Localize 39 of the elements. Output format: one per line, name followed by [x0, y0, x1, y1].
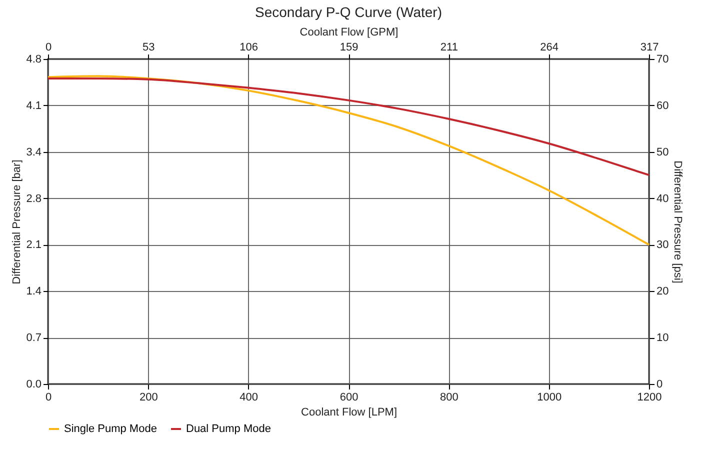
line-series: [47, 78, 650, 176]
x2-axis-title: Coolant Flow [GPM]: [300, 26, 398, 38]
y-axis-title: Differential Pressure [bar]: [11, 160, 24, 284]
line-series: [47, 75, 650, 246]
legend-label: Single Pump Mode: [64, 423, 157, 435]
y2-tick-label: 10: [656, 332, 669, 344]
x2-tick-label: 106: [240, 42, 258, 54]
legend-label: Dual Pump Mode: [186, 423, 271, 435]
x-tick-label: 0: [45, 392, 52, 404]
y-tick-label: 0.0: [26, 378, 42, 390]
x2-tick-label: 264: [540, 42, 559, 54]
y-tick-label: 0.7: [26, 332, 42, 344]
y2-tick-label: 0: [656, 378, 663, 390]
y-tick-label: 2.1: [26, 239, 42, 252]
y-tick-label: 4.1: [26, 100, 42, 112]
x-tick-label: 200: [139, 392, 158, 404]
x-tick-label: 400: [240, 392, 258, 404]
y2-axis-title: Differential Pressure [psi]: [672, 160, 684, 284]
x-tick-label: 600: [340, 392, 358, 404]
y-tick-label: 3.4: [26, 146, 42, 158]
x2-tick-label: 159: [340, 42, 358, 54]
y2-tick-label: 30: [656, 239, 669, 252]
y2-tick-label: 50: [656, 146, 669, 158]
x2-tick-label: 53: [142, 42, 155, 54]
y2-tick-label: 60: [656, 100, 669, 112]
x-tick-label: 1200: [637, 392, 662, 404]
y-tick-label: 1.4: [26, 286, 42, 298]
y2-tick-label: 20: [656, 286, 669, 298]
y2-tick-label: 40: [656, 192, 669, 205]
x-axis-title: Coolant Flow [LPM]: [301, 406, 397, 418]
x2-tick-label: 211: [440, 42, 458, 54]
y2-tick-label: 70: [656, 54, 669, 66]
x-tick-label: 800: [440, 392, 458, 404]
y-tick-label: 2.8: [26, 192, 42, 205]
x2-tick-label: 317: [640, 42, 659, 54]
y-tick-label: 4.8: [26, 54, 42, 66]
chart-title: Secondary P-Q Curve (Water): [255, 4, 442, 20]
x-tick-label: 1000: [537, 392, 562, 404]
x2-tick-label: 0: [45, 42, 52, 54]
